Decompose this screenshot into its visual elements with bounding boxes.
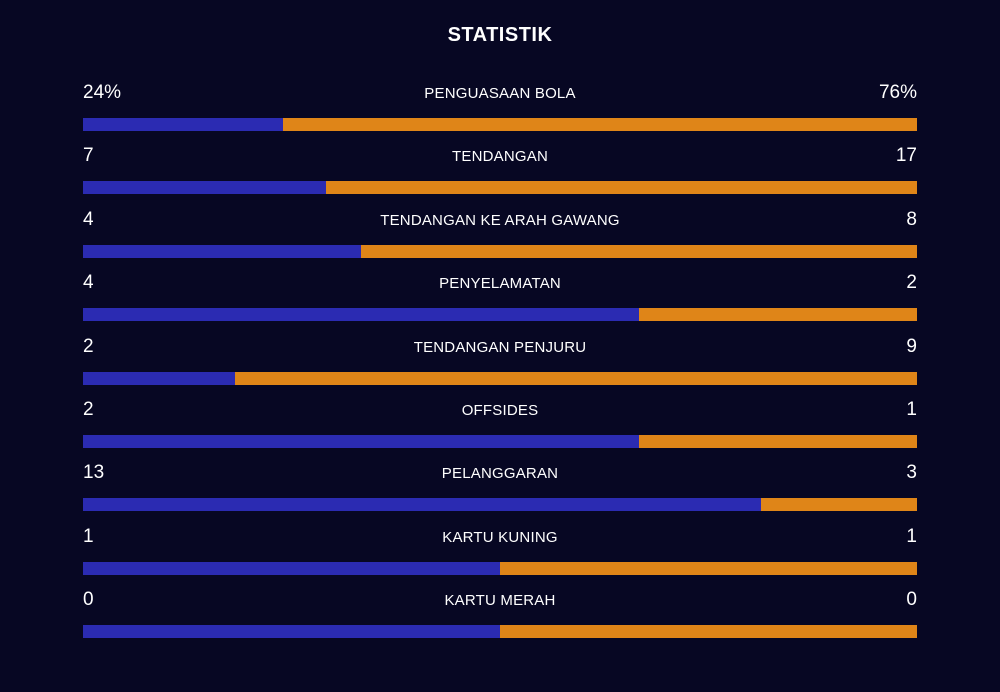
away-value: 76% — [878, 82, 917, 103]
comparison-bar — [83, 308, 917, 322]
home-bar-segment — [83, 625, 500, 639]
stat-label: PENYELAMATAN — [439, 275, 561, 293]
home-value: 7 — [83, 145, 94, 167]
stat-label: KARTU MERAH — [444, 592, 556, 610]
stat-label: PELANGGARAN — [441, 465, 559, 483]
away-value: 17 — [895, 145, 917, 167]
stat-row-penyelamatan: 4 PENYELAMATAN 2 — [83, 270, 917, 333]
page-title: STATISTIK — [447, 24, 553, 46]
home-value: 4 — [83, 208, 94, 230]
home-bar-segment — [83, 434, 640, 448]
home-bar-segment — [83, 561, 500, 575]
away-bar-segment — [326, 181, 917, 195]
away-value: 2 — [906, 272, 917, 294]
away-value: 0 — [906, 589, 917, 611]
home-value: 13 — [83, 462, 105, 484]
home-value: 0 — [83, 589, 94, 611]
stat-label: OFFSIDES — [461, 401, 539, 419]
stat-label: PENGUASAAN BOLA — [424, 85, 576, 102]
away-bar-segment — [639, 434, 917, 448]
stat-row-tendangan: 7 TENDANGAN 17 — [83, 143, 917, 206]
stat-row-tendangan-ke-arah-gawang: 4 TENDANGAN KE ARAH GAWANG 8 — [83, 207, 917, 270]
comparison-bar — [83, 561, 917, 575]
comparison-bar — [83, 498, 917, 512]
away-bar-segment — [360, 244, 917, 258]
comparison-bar — [83, 434, 917, 448]
home-value: 24% — [83, 82, 122, 103]
stat-row-kartu-kuning: 1 KARTU KUNING 1 — [83, 524, 917, 587]
stat-row-offsides: 2 OFFSIDES 1 — [83, 397, 917, 460]
away-bar-segment — [234, 371, 917, 385]
home-value: 4 — [83, 272, 94, 294]
home-value: 2 — [83, 335, 94, 357]
away-bar-segment — [639, 308, 917, 322]
stat-label: TENDANGAN — [452, 148, 548, 166]
stat-row-pelanggaran: 13 PELANGGARAN 3 — [83, 460, 917, 523]
away-value: 3 — [906, 462, 917, 484]
home-bar-segment — [83, 244, 361, 258]
away-value: 1 — [906, 398, 917, 420]
away-value: 8 — [906, 208, 917, 230]
home-bar-segment — [83, 308, 640, 322]
stat-label: TENDANGAN KE ARAH GAWANG — [380, 211, 620, 229]
stat-row-tendangan-penjuru: 2 TENDANGAN PENJURU 9 — [83, 334, 917, 397]
away-bar-segment — [500, 561, 917, 575]
home-value: 1 — [83, 525, 94, 547]
comparison-bar — [83, 181, 917, 195]
stat-label: KARTU KUNING — [442, 528, 558, 546]
home-bar-segment — [83, 181, 327, 195]
stats-list: 24% PENGUASAAN BOLA 76% 7 TENDANGAN 17 4… — [83, 80, 917, 651]
home-bar-segment — [83, 118, 284, 131]
away-value: 9 — [906, 335, 917, 357]
stat-row-penguasaan-bola: 24% PENGUASAAN BOLA 76% — [83, 80, 917, 143]
home-value: 2 — [83, 398, 94, 420]
home-bar-segment — [83, 498, 761, 512]
stat-row-kartu-merah: 0 KARTU MERAH 0 — [83, 587, 917, 650]
home-bar-segment — [83, 371, 235, 385]
comparison-bar — [83, 244, 917, 258]
away-value: 1 — [906, 525, 917, 547]
stat-label: TENDANGAN PENJURU — [413, 338, 587, 356]
comparison-bar — [83, 118, 917, 131]
comparison-bar — [83, 625, 917, 639]
comparison-bar — [83, 371, 917, 385]
away-bar-segment — [760, 498, 917, 512]
away-bar-segment — [283, 118, 917, 131]
away-bar-segment — [500, 625, 917, 639]
